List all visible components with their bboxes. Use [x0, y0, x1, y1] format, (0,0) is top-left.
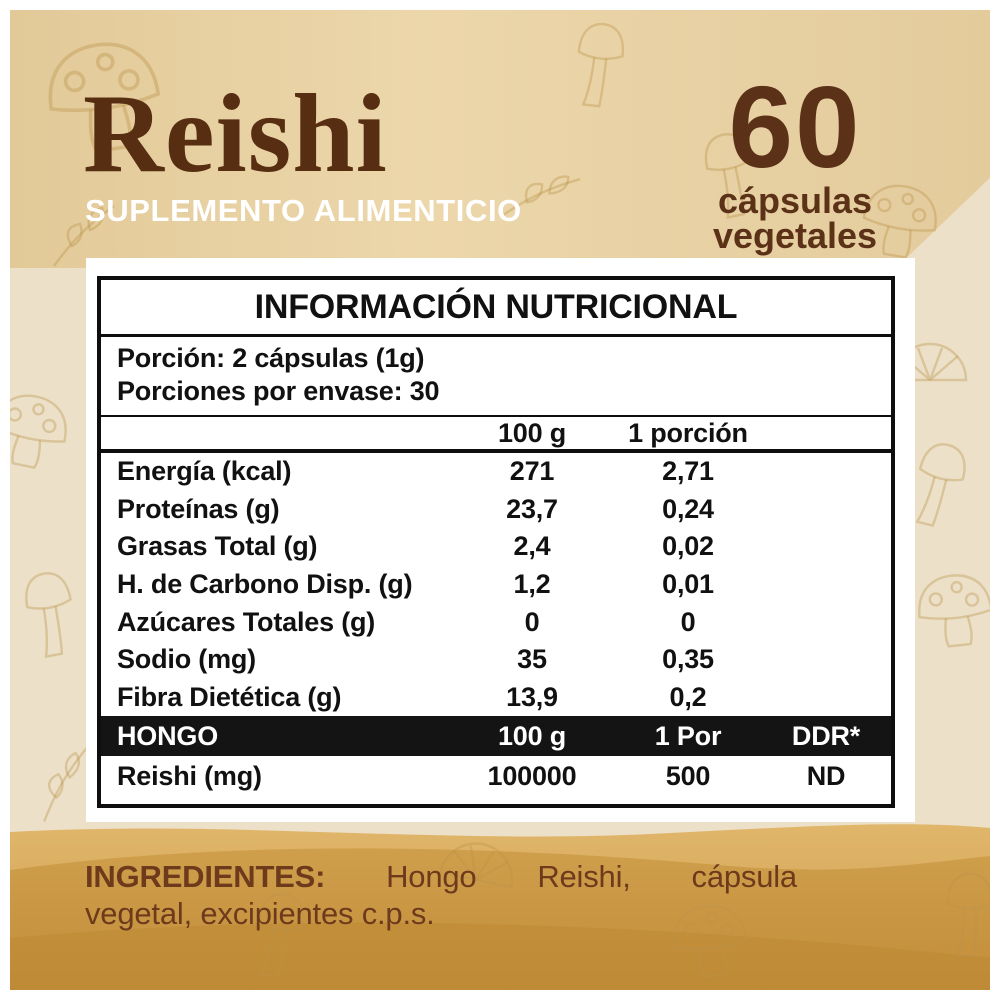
product-subtitle: SUPLEMENTO ALIMENTICIO	[85, 193, 522, 228]
row-label: H. de Carbono Disp. (g)	[117, 569, 413, 600]
row-per-serving: 0,24	[662, 493, 714, 524]
mushroom-icon	[914, 570, 990, 651]
ingredients-block: INGREDIENTES: Hongo Reishi, cápsula vege…	[85, 858, 797, 932]
row-label: Grasas Total (g)	[117, 531, 318, 562]
col-header-100g: 100 g	[497, 417, 567, 448]
row-label: Sodio (mg)	[117, 644, 256, 675]
ingredients-word: cápsula	[691, 859, 798, 894]
row-label: Azúcares Totales (g)	[117, 606, 376, 637]
row-per-serving: 2,71	[662, 456, 714, 487]
row-per-serving: 0	[680, 606, 696, 637]
row-label: Fibra Dietética (g)	[117, 681, 342, 712]
row-per100: 35	[517, 644, 547, 675]
table-row: Grasas Total (g) 2,4 0,02	[101, 528, 891, 566]
table-row: Sodio (mg) 35 0,35	[101, 641, 891, 679]
row-label: Energía (kcal)	[117, 456, 292, 487]
nutrition-table-title: INFORMACIÓN NUTRICIONAL	[101, 280, 891, 337]
label-canvas: Reishi SUPLEMENTO ALIMENTICIO 60 cápsula…	[10, 10, 990, 990]
row-per100: 13,9	[506, 681, 558, 712]
row-per100: 271	[509, 456, 555, 487]
mushroom-icon	[906, 438, 972, 532]
col-header-portion: 1 porción	[628, 417, 748, 448]
reishi-per100: 100000	[487, 760, 577, 791]
table-row: Energía (kcal) 271 2,71	[101, 453, 891, 491]
reishi-label: Reishi (mg)	[117, 760, 262, 791]
capsule-count: 60	[728, 62, 862, 192]
hongo-label: HONGO	[117, 720, 219, 751]
row-per100: 23,7	[506, 493, 558, 524]
row-per100: 1,2	[513, 569, 551, 600]
top-band-background	[10, 10, 990, 268]
ingredients-word: Reishi,	[537, 859, 631, 894]
capsule-caption-line1: cápsulas	[717, 180, 873, 221]
mushroom-icon	[10, 388, 74, 474]
serving-info: Porción: 2 cápsulas (1g) Porciones por e…	[101, 337, 891, 417]
nutrition-panel: INFORMACIÓN NUTRICIONAL Porción: 2 cápsu…	[86, 258, 915, 822]
ingredients-line1: INGREDIENTES: Hongo Reishi, cápsula	[85, 858, 797, 895]
ingredients-line2: vegetal, excipientes c.p.s.	[85, 896, 435, 931]
reishi-row: Reishi (mg) 100000 500 ND	[101, 756, 891, 796]
capsule-caption-line2: vegetales	[712, 215, 878, 256]
table-row: H. de Carbono Disp. (g) 1,2 0,01	[101, 566, 891, 604]
table-row: Proteínas (g) 23,7 0,24	[101, 491, 891, 529]
product-title: Reishi	[83, 72, 388, 196]
row-per-serving: 0,35	[662, 644, 714, 675]
row-per-serving: 0,01	[662, 569, 714, 600]
servings-per-container: Porciones por envase: 30	[117, 376, 440, 406]
row-per-serving: 0,02	[662, 531, 714, 562]
serving-size: Porción: 2 cápsulas (1g)	[117, 343, 425, 373]
row-per100: 2,4	[513, 531, 551, 562]
capsule-count-block: 60 cápsulas vegetales	[670, 62, 920, 256]
row-per100: 0	[524, 606, 540, 637]
hongo-col-1por: 1 Por	[654, 720, 722, 751]
mushroom-icon	[20, 568, 81, 660]
ingredients-label: INGREDIENTES:	[85, 859, 326, 894]
table-row: Fibra Dietética (g) 13,9 0,2	[101, 679, 891, 717]
hongo-header-row: HONGO 100 g 1 Por DDR*	[101, 716, 891, 757]
nutrition-table: INFORMACIÓN NUTRICIONAL Porción: 2 cápsu…	[97, 276, 895, 808]
row-label: Proteínas (g)	[117, 493, 280, 524]
table-row: Azúcares Totales (g) 0 0	[101, 603, 891, 641]
column-header-row: 100 g 1 porción	[101, 417, 891, 453]
reishi-per-serving: 500	[665, 760, 711, 791]
hongo-col-100g: 100 g	[497, 720, 567, 751]
hongo-col-ddr: DDR*	[791, 720, 861, 751]
row-per-serving: 0,2	[669, 681, 707, 712]
reishi-ddr: ND	[806, 760, 846, 791]
ingredients-word: Hongo	[386, 859, 477, 894]
